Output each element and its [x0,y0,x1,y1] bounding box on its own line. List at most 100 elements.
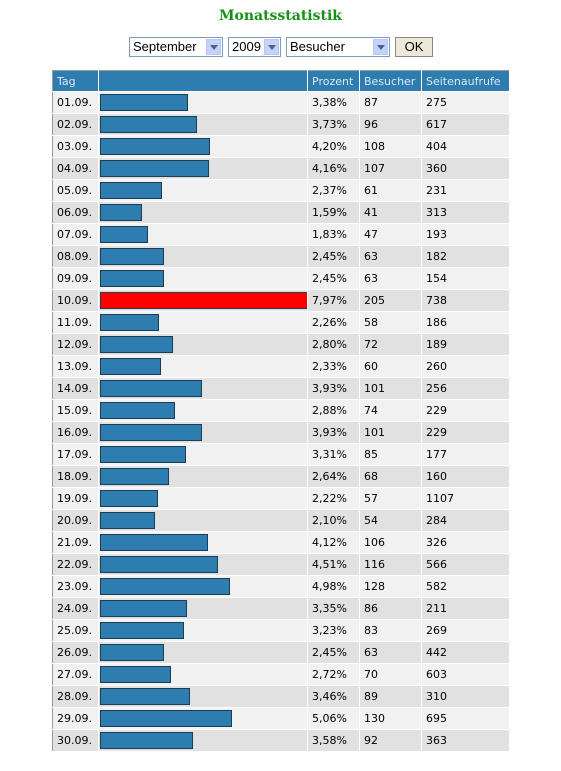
bar-cell [98,289,308,312]
month-value: September [133,39,197,54]
bar-cell [98,685,308,708]
percent-cell: 2,37% [307,179,360,202]
percent-cell: 2,88% [307,399,360,422]
day-cell: 06.09. [52,201,99,224]
bar-cell [98,113,308,136]
pageviews-cell: 186 [421,311,510,334]
table-row: 30.09. 3,58% 92 363 [52,729,510,752]
day-cell: 24.09. [52,597,99,620]
table-row: 20.09. 2,10% 54 284 [52,509,510,532]
visitors-cell: 70 [359,663,422,686]
visitors-cell: 68 [359,465,422,488]
percent-cell: 2,33% [307,355,360,378]
header-row: Tag Prozent Besucher Seitenaufrufe [52,70,510,92]
pageviews-cell: 738 [421,289,510,312]
pageviews-cell: 231 [421,179,510,202]
column-header: Besucher [359,70,422,92]
table-row: 24.09. 3,35% 86 211 [52,597,510,620]
visitors-cell: 96 [359,113,422,136]
day-cell: 19.09. [52,487,99,510]
bar-cell [98,355,308,378]
day-cell: 30.09. [52,729,99,752]
bar [100,182,162,199]
table-row: 27.09. 2,72% 70 603 [52,663,510,686]
day-cell: 16.09. [52,421,99,444]
bar-cell [98,619,308,642]
pageviews-cell: 260 [421,355,510,378]
pageviews-cell: 404 [421,135,510,158]
table-row: 09.09. 2,45% 63 154 [52,267,510,290]
pageviews-cell: 360 [421,157,510,180]
day-cell: 02.09. [52,113,99,136]
table-row: 22.09. 4,51% 116 566 [52,553,510,576]
month-select[interactable]: September [129,37,223,57]
bar-cell [98,223,308,246]
visitors-cell: 101 [359,377,422,400]
percent-cell: 3,73% [307,113,360,136]
table-row: 15.09. 2,88% 74 229 [52,399,510,422]
bar [100,424,203,441]
table-row: 26.09. 2,45% 63 442 [52,641,510,664]
table-row: 13.09. 2,33% 60 260 [52,355,510,378]
percent-cell: 4,51% [307,553,360,576]
pageviews-cell: 363 [421,729,510,752]
pageviews-cell: 582 [421,575,510,598]
percent-cell: 7,97% [307,289,360,312]
bar [100,556,218,573]
day-cell: 07.09. [52,223,99,246]
bar [100,94,189,111]
day-cell: 23.09. [52,575,99,598]
table-row: 02.09. 3,73% 96 617 [52,113,510,136]
bar-cell [98,311,308,334]
bar [100,622,185,639]
day-cell: 17.09. [52,443,99,466]
table-row: 16.09. 3,93% 101 229 [52,421,510,444]
visitors-cell: 58 [359,311,422,334]
bar-cell [98,553,308,576]
pageviews-cell: 284 [421,509,510,532]
bar-cell [98,135,308,158]
bar [100,270,164,287]
day-cell: 29.09. [52,707,99,730]
visitors-cell: 89 [359,685,422,708]
pageviews-cell: 1107 [421,487,510,510]
percent-cell: 1,59% [307,201,360,224]
percent-cell: 5,06% [307,707,360,730]
table-row: 03.09. 4,20% 108 404 [52,135,510,158]
day-cell: 05.09. [52,179,99,202]
day-cell: 20.09. [52,509,99,532]
day-cell: 22.09. [52,553,99,576]
day-cell: 26.09. [52,641,99,664]
pageviews-cell: 310 [421,685,510,708]
visitors-cell: 205 [359,289,422,312]
day-cell: 10.09. [52,289,99,312]
bar [100,710,232,727]
table-row: 01.09. 3,38% 87 275 [52,91,510,114]
percent-cell: 2,45% [307,245,360,268]
bar-cell [98,377,308,400]
pageviews-cell: 695 [421,707,510,730]
pageviews-cell: 275 [421,91,510,114]
visitors-cell: 107 [359,157,422,180]
visitors-cell: 83 [359,619,422,642]
visitors-cell: 61 [359,179,422,202]
day-cell: 13.09. [52,355,99,378]
year-select[interactable]: 2009 [228,37,281,57]
day-cell: 12.09. [52,333,99,356]
visitors-cell: 41 [359,201,422,224]
bar [100,160,209,177]
day-cell: 15.09. [52,399,99,422]
bar [100,292,307,309]
metric-select[interactable]: Besucher [286,37,390,57]
ok-button[interactable]: OK [395,37,433,57]
bar [100,644,164,661]
bar [100,358,161,375]
bar [100,534,208,551]
visitors-cell: 72 [359,333,422,356]
bar-cell [98,91,308,114]
percent-cell: 3,31% [307,443,360,466]
pageviews-cell: 566 [421,553,510,576]
bar-cell [98,531,308,554]
column-header: Prozent [307,70,360,92]
visitors-cell: 101 [359,421,422,444]
